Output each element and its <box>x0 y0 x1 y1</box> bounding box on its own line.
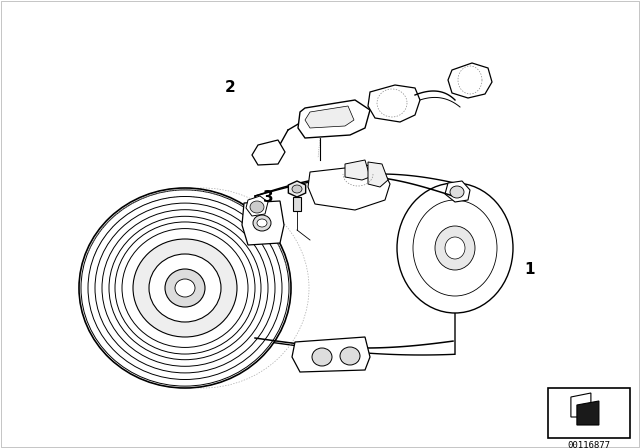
Polygon shape <box>298 100 370 138</box>
Ellipse shape <box>450 186 464 198</box>
Text: 2: 2 <box>225 81 236 95</box>
Text: 1: 1 <box>525 263 535 277</box>
Ellipse shape <box>149 254 221 322</box>
Ellipse shape <box>257 219 267 227</box>
Polygon shape <box>292 337 370 372</box>
Ellipse shape <box>95 203 275 373</box>
Ellipse shape <box>88 197 282 379</box>
Polygon shape <box>242 201 284 245</box>
Ellipse shape <box>109 216 261 360</box>
Ellipse shape <box>133 239 237 337</box>
Ellipse shape <box>445 237 465 259</box>
Polygon shape <box>368 85 420 122</box>
Polygon shape <box>305 106 354 128</box>
Polygon shape <box>445 181 470 202</box>
Ellipse shape <box>175 279 195 297</box>
Polygon shape <box>308 164 390 210</box>
Polygon shape <box>577 401 599 425</box>
Ellipse shape <box>165 269 205 307</box>
Ellipse shape <box>312 348 332 366</box>
Ellipse shape <box>292 185 302 193</box>
Polygon shape <box>368 162 388 187</box>
Ellipse shape <box>250 201 264 213</box>
Ellipse shape <box>435 226 475 270</box>
Text: 3: 3 <box>262 190 273 206</box>
Ellipse shape <box>79 188 291 388</box>
Text: 00116877: 00116877 <box>568 441 611 448</box>
Polygon shape <box>571 393 591 417</box>
Polygon shape <box>255 174 455 355</box>
Polygon shape <box>252 140 285 165</box>
Polygon shape <box>345 160 370 180</box>
Ellipse shape <box>115 222 255 354</box>
Ellipse shape <box>253 215 271 231</box>
Ellipse shape <box>340 347 360 365</box>
Bar <box>548 388 630 438</box>
Ellipse shape <box>102 210 268 366</box>
Polygon shape <box>289 181 306 197</box>
Polygon shape <box>246 196 268 216</box>
Ellipse shape <box>81 190 289 386</box>
Polygon shape <box>448 63 492 98</box>
Ellipse shape <box>122 228 248 348</box>
Ellipse shape <box>397 183 513 313</box>
Polygon shape <box>293 197 301 211</box>
